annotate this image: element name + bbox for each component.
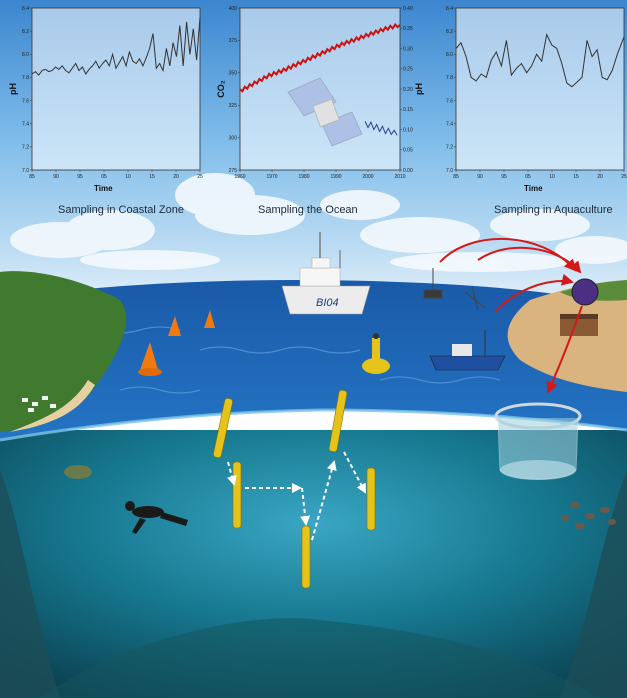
y2-tick-label: 0.00 — [403, 168, 413, 174]
y-tick-label: 7.8 — [446, 75, 453, 81]
y2-tick-label: 0.35 — [403, 26, 413, 32]
fish — [561, 502, 616, 529]
aquaculture-cage — [494, 402, 582, 480]
y-tick-label: 8.0 — [22, 52, 29, 58]
y-tick-label: 8.4 — [22, 6, 29, 12]
coastal-zone-caption: Sampling in Coastal Zone — [58, 204, 184, 216]
y-tick-label: 7.2 — [22, 145, 29, 151]
float-path-arrows — [227, 451, 366, 541]
sea-surface — [0, 280, 627, 440]
ocean-co2-ph-chart: 275 300 325 350 375 400 1960 1970 1980 1990 2000 20… — [216, 6, 424, 180]
x-tick-label: 10 — [125, 174, 131, 180]
x-tick-label: 95 — [77, 174, 83, 180]
y-tick-label: 8.2 — [446, 29, 453, 35]
plot-area — [31, 7, 201, 171]
orange-buoys — [138, 310, 215, 376]
x-tick-label: 05 — [101, 174, 107, 180]
fishing-boat — [429, 330, 506, 371]
y-axis-label: pH — [8, 83, 18, 95]
x-tick-label: 1980 — [298, 174, 309, 180]
y-tick-label: 8.4 — [446, 6, 453, 12]
research-ship: BI04 — [281, 232, 371, 315]
x-tick-label: 90 — [477, 174, 483, 180]
x-tick-label: 20 — [597, 174, 603, 180]
x-tick-label: 95 — [501, 174, 507, 180]
x-tick-label: 20 — [173, 174, 179, 180]
x-tick-label: 1970 — [266, 174, 277, 180]
diver — [125, 501, 188, 534]
x-tick-label: 1960 — [234, 174, 245, 180]
plot-area — [455, 7, 625, 171]
y2-tick-label: 0.30 — [403, 46, 413, 52]
x-tick-label: 10 — [549, 174, 555, 180]
left-beach — [10, 380, 95, 432]
series-line — [364, 121, 398, 136]
y-tick-label: 300 — [229, 135, 238, 141]
y-tick-label: 400 — [229, 6, 238, 12]
x-tick-label: 05 — [525, 174, 531, 180]
y-tick-label: 8.2 — [22, 29, 29, 35]
seafloor-right — [560, 470, 627, 698]
y-tick-label: 7.2 — [446, 145, 453, 151]
series-line — [239, 22, 401, 93]
argo-floats — [213, 389, 376, 589]
y-tick-label: 8.0 — [446, 52, 453, 58]
ocean-caption: Sampling the Ocean — [258, 204, 358, 216]
y2-tick-label: 0.20 — [403, 87, 413, 93]
left-island — [0, 271, 127, 432]
chart-coastal-zone: 7.0 7.2 7.4 7.6 7.8 8.0 8.2 8.4 85 90 95 05 10 15 20 25… — [8, 4, 208, 182]
yellow-buoy — [362, 333, 390, 374]
x-tick-label: 2000 — [362, 174, 373, 180]
data-flow-arrows — [439, 237, 583, 394]
series-line — [455, 33, 625, 88]
x-tick-label: 85 — [29, 174, 35, 180]
seafloor-bottom — [40, 618, 600, 698]
x-tick-label: 25 — [621, 174, 627, 180]
coastal-zone-ph-chart: 7.0 7.2 7.4 7.6 7.8 8.0 8.2 8.4 85 90 95 05 10 15 20 25… — [8, 6, 203, 180]
chart-aquaculture: 7.0 7.2 7.4 7.6 7.8 8.0 8.2 8.4 85 90 95 05 10 15 20 25 — [438, 4, 627, 182]
plot-area — [239, 7, 401, 171]
y-tick-label: 7.6 — [446, 98, 453, 104]
clouds — [10, 173, 627, 272]
x-tick-label: 15 — [149, 174, 155, 180]
y2-axis-label: pH — [414, 83, 424, 95]
aquaculture-caption: Sampling in Aquaculture — [494, 204, 613, 216]
houses — [22, 396, 56, 412]
y2-tick-label: 0.25 — [403, 67, 413, 73]
chart-ocean: 275 300 325 350 375 400 1960 1970 1980 1990 2000 20… — [216, 4, 424, 182]
y-tick-label: 7.4 — [446, 122, 453, 128]
y-tick-label: 325 — [229, 103, 238, 109]
x-tick-label: 90 — [53, 174, 59, 180]
ship-name: BI04 — [316, 297, 339, 309]
y-tick-label: 7.0 — [446, 168, 453, 174]
y-tick-label: 7.8 — [22, 75, 29, 81]
aquaculture-ph-chart: 7.0 7.2 7.4 7.6 7.8 8.0 8.2 8.4 85 90 95 05 10 15 20 25 — [446, 6, 627, 180]
y2-tick-label: 0.40 — [403, 6, 413, 12]
y2-tick-label: 0.10 — [403, 127, 413, 133]
aquaculture-xlabel: Time — [524, 184, 543, 193]
platforms — [423, 268, 486, 311]
y-tick-label: 350 — [229, 71, 238, 77]
coastal-zone-xlabel: Time — [94, 184, 113, 193]
y2-tick-label: 0.15 — [403, 107, 413, 113]
y-tick-label: 375 — [229, 38, 238, 44]
x-tick-label: 15 — [573, 174, 579, 180]
y2-tick-label: 0.05 — [403, 148, 413, 154]
y-axis-label: CO₂ — [216, 80, 226, 98]
y-tick-label: 275 — [229, 168, 238, 174]
lab-building — [560, 318, 598, 336]
x-tick-label: 1990 — [330, 174, 341, 180]
y-tick-label: 7.0 — [22, 168, 29, 174]
seafloor-left — [0, 470, 60, 698]
x-tick-label: 2010 — [394, 174, 405, 180]
y-tick-label: 7.4 — [22, 122, 29, 128]
y-tick-label: 7.6 — [22, 98, 29, 104]
x-tick-label: 25 — [197, 174, 203, 180]
turtle — [64, 465, 92, 479]
x-tick-label: 85 — [453, 174, 459, 180]
series-line — [31, 17, 201, 76]
lab-icon — [571, 278, 599, 306]
